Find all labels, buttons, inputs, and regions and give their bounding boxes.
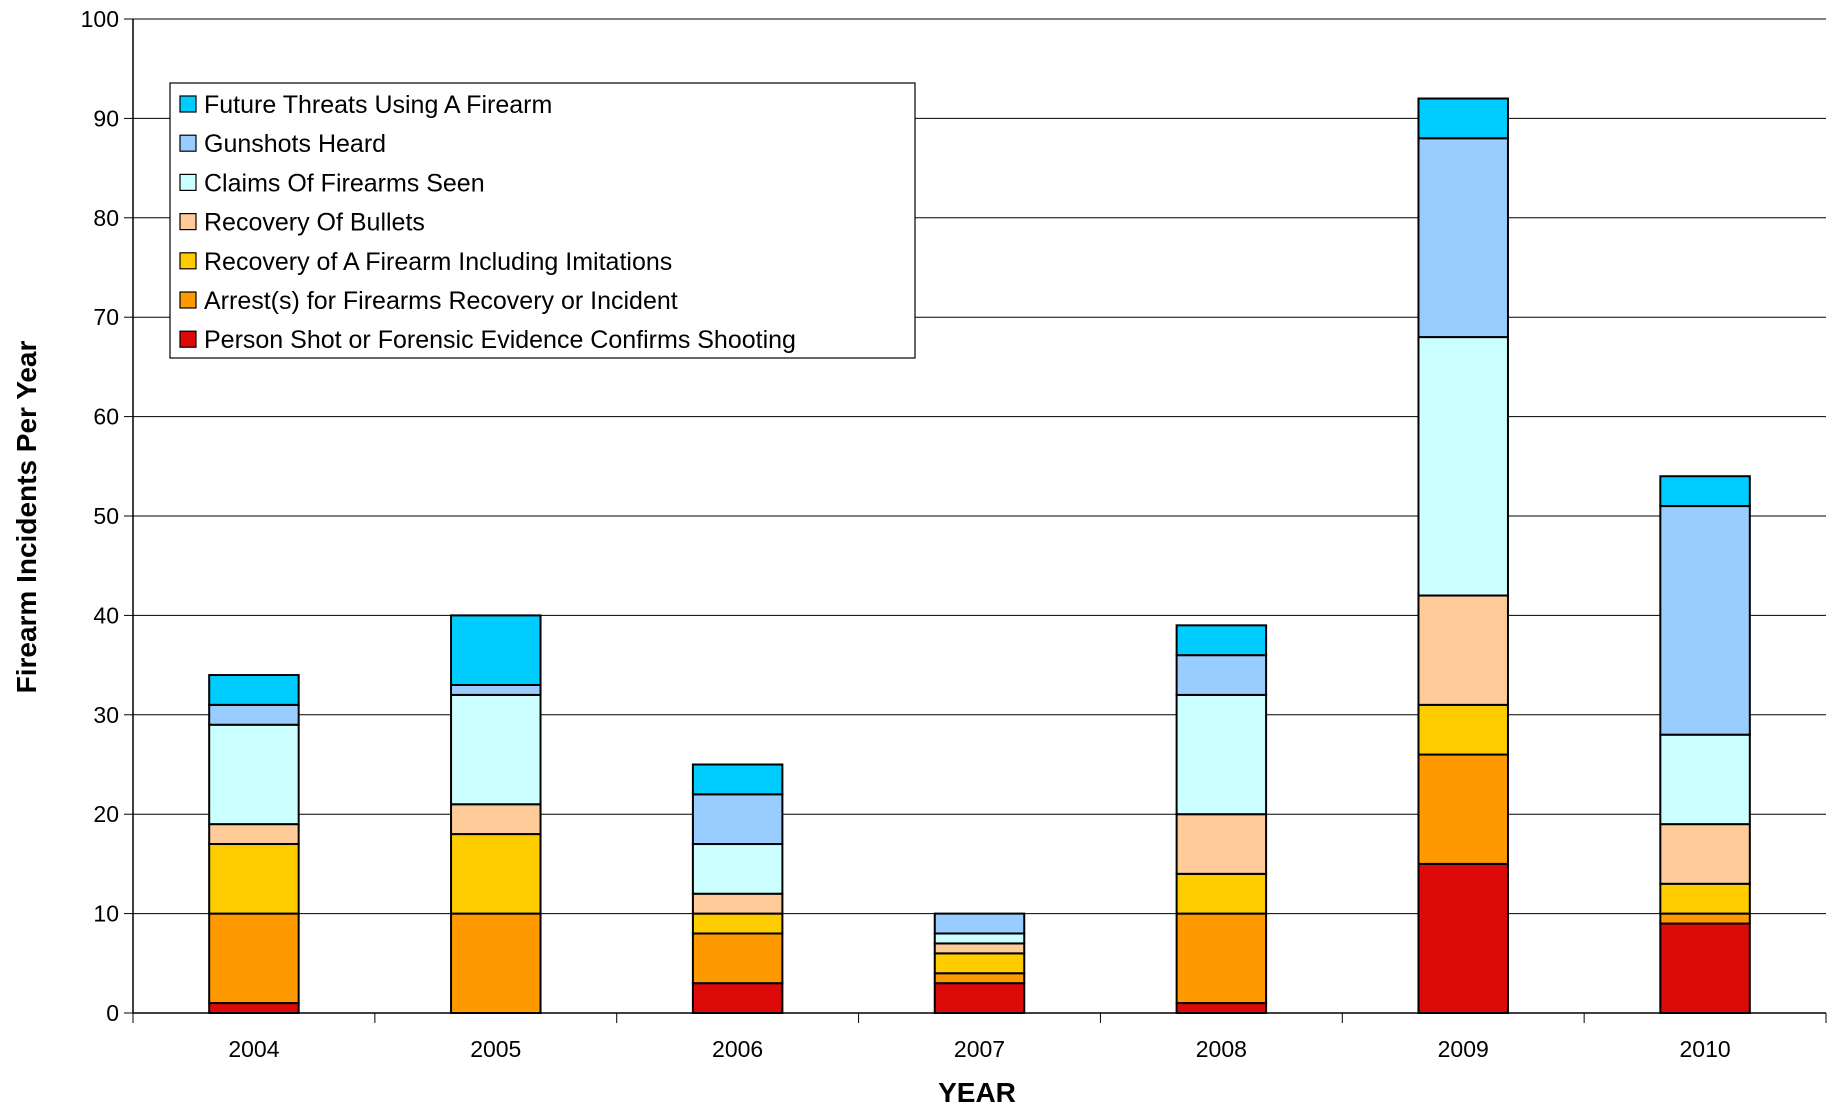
legend-swatch	[179, 252, 197, 270]
legend-label: Gunshots Heard	[204, 130, 386, 158]
legend-label: Recovery Of Bullets	[204, 209, 425, 237]
axes: 0 10 20 30 40 50 60 70 80 90 100 2004 2005 2006 2007 20…	[81, 6, 1827, 1062]
bar-segment	[1417, 594, 1509, 706]
legend-swatch	[179, 330, 197, 348]
legend-swatch	[179, 213, 197, 231]
bar-segment	[208, 1002, 300, 1014]
y-tick-label: 20	[93, 801, 119, 827]
bar-segment	[450, 833, 542, 915]
y-tick-label: 40	[93, 602, 119, 628]
bar-segment	[1659, 733, 1751, 826]
bar-segment	[1659, 922, 1751, 1014]
legend-swatch	[179, 291, 197, 309]
bars	[208, 97, 1751, 1015]
legend-label: Person Shot or Forensic Evidence Confirm…	[204, 326, 796, 354]
x-tick-label: 2009	[1438, 1036, 1489, 1062]
bar-segment	[208, 912, 300, 1005]
x-tick-label: 2004	[228, 1036, 279, 1062]
bar-segment	[1175, 912, 1268, 1005]
bar-segment	[1417, 97, 1509, 140]
bar-segment	[450, 614, 542, 686]
bar-segment	[450, 912, 542, 1014]
y-tick-label: 100	[81, 6, 119, 32]
bar-segment	[208, 723, 300, 826]
x-tick-label: 2005	[470, 1036, 521, 1062]
bar-segment	[1175, 654, 1268, 696]
bar-segment	[1417, 753, 1509, 865]
bar-segment	[1659, 912, 1751, 925]
bar-segment	[933, 912, 1026, 935]
x-axis-title: YEAR	[938, 1077, 1016, 1108]
bar-segment	[208, 703, 300, 726]
bar-segment	[691, 793, 784, 846]
bar-segment	[691, 892, 784, 915]
bar-segment	[691, 763, 784, 796]
bar-segment	[1417, 703, 1509, 756]
bar-segment	[933, 952, 1026, 975]
bar-segment	[933, 932, 1026, 945]
x-tick-label: 2010	[1679, 1036, 1730, 1062]
bar-segment	[450, 803, 542, 836]
bar-segment	[1175, 624, 1268, 657]
legend-swatch	[179, 95, 197, 113]
bar-segment	[1659, 823, 1751, 885]
x-tick-label: 2006	[712, 1036, 763, 1062]
bar-segment	[1417, 336, 1509, 597]
bar-segment	[208, 843, 300, 915]
bar-segment	[1175, 1002, 1268, 1014]
bar-segment	[1175, 693, 1268, 816]
legend-swatch	[179, 173, 197, 191]
bar-segment	[933, 982, 1026, 1014]
legend-swatch	[179, 134, 197, 152]
bar-segment	[691, 912, 784, 935]
legend: Future Threats Using A Firearm Gunshots H…	[169, 82, 916, 359]
y-tick-label: 80	[93, 205, 119, 231]
bar-segment	[1417, 137, 1509, 339]
bar-segment	[691, 932, 784, 985]
legend-box	[169, 82, 916, 359]
x-tick-label: 2007	[954, 1036, 1005, 1062]
legend-label: Recovery of A Firearm Including Imitatio…	[204, 248, 672, 276]
bar-segment	[691, 982, 784, 1014]
bar-segment	[450, 683, 542, 696]
bar-segment	[1417, 862, 1509, 1015]
bar-segment	[933, 972, 1026, 985]
bar-segment	[1659, 882, 1751, 915]
bar-segment	[1175, 872, 1268, 915]
bar-segment	[933, 942, 1026, 955]
bar-segment	[450, 693, 542, 806]
y-tick-label: 10	[93, 901, 119, 927]
bar-segment	[1659, 505, 1751, 736]
y-tick-label: 90	[93, 105, 119, 131]
bar-segment	[1175, 813, 1268, 875]
y-tick-label: 0	[106, 1000, 119, 1026]
y-axis-title: Firearm Incidents Per Year	[11, 341, 42, 694]
y-tick-label: 50	[93, 503, 119, 529]
bar-segment	[208, 823, 300, 846]
bar-segment	[691, 843, 784, 895]
legend-label: Future Threats Using A Firearm	[204, 91, 552, 119]
bar-segment	[208, 674, 300, 706]
legend-label: Claims Of Firearms Seen	[204, 169, 485, 197]
legend-label: Arrest(s) for Firearms Recovery or Incid…	[204, 287, 678, 315]
y-tick-label: 30	[93, 702, 119, 728]
y-tick-label: 60	[93, 404, 119, 430]
bar-segment	[1659, 475, 1751, 508]
y-tick-label: 70	[93, 304, 119, 330]
x-tick-label: 2008	[1196, 1036, 1247, 1062]
